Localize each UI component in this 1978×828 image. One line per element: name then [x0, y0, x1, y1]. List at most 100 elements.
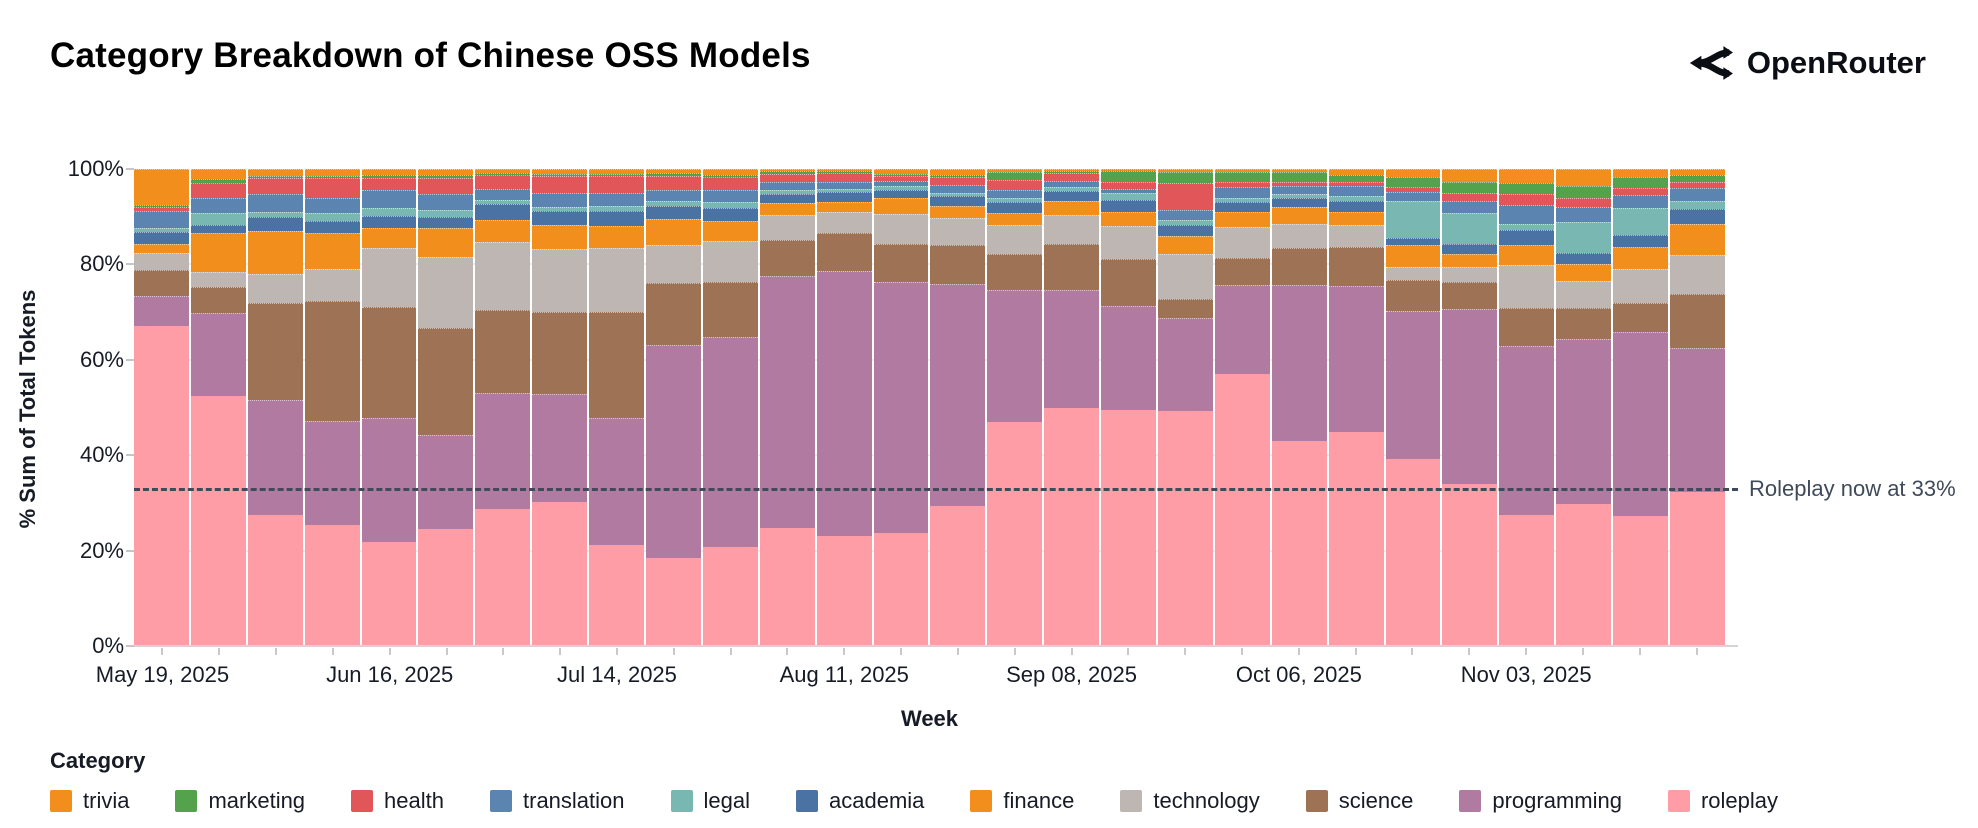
health-segment[interactable] [1556, 198, 1612, 207]
roleplay-segment[interactable] [475, 508, 531, 646]
legal-segment[interactable] [1214, 198, 1270, 203]
marketing-segment[interactable] [475, 173, 531, 176]
roleplay-segment[interactable] [304, 524, 360, 646]
roleplay-segment[interactable] [1613, 515, 1669, 646]
legal-segment[interactable] [1328, 195, 1384, 201]
technology-segment[interactable] [1613, 269, 1669, 304]
legal-segment[interactable] [532, 206, 588, 212]
science-segment[interactable] [475, 310, 531, 393]
trivia-segment[interactable] [475, 168, 531, 174]
science-segment[interactable] [1556, 307, 1612, 340]
health-segment[interactable] [190, 182, 246, 198]
programming-segment[interactable] [873, 282, 929, 534]
roleplay-segment[interactable] [247, 515, 303, 646]
legal-segment[interactable] [304, 212, 360, 221]
health-segment[interactable] [1670, 181, 1725, 189]
marketing-segment[interactable] [1442, 181, 1498, 194]
technology-segment[interactable] [1670, 255, 1725, 294]
roleplay-segment[interactable] [1670, 491, 1725, 646]
health-segment[interactable] [759, 173, 815, 183]
academia-segment[interactable] [190, 225, 246, 234]
translation-segment[interactable] [1271, 185, 1327, 194]
health-segment[interactable] [361, 177, 417, 191]
technology-segment[interactable] [134, 253, 189, 271]
finance-segment[interactable] [1670, 224, 1725, 256]
marketing-segment[interactable] [702, 174, 758, 178]
finance-segment[interactable] [247, 231, 303, 275]
trivia-segment[interactable] [1442, 169, 1498, 182]
legal-segment[interactable] [589, 206, 645, 212]
translation-segment[interactable] [646, 189, 701, 201]
finance-segment[interactable] [1385, 245, 1441, 268]
programming-segment[interactable] [1556, 339, 1612, 504]
programming-segment[interactable] [190, 313, 246, 397]
academia-segment[interactable] [1670, 209, 1725, 224]
trivia-segment[interactable] [418, 169, 474, 175]
trivia-segment[interactable] [1613, 169, 1669, 177]
marketing-segment[interactable] [134, 205, 189, 207]
programming-segment[interactable] [1271, 285, 1327, 442]
science-segment[interactable] [987, 254, 1043, 291]
roleplay-segment[interactable] [930, 505, 986, 646]
trivia-segment[interactable] [134, 169, 189, 206]
finance-segment[interactable] [987, 212, 1043, 226]
academia-segment[interactable] [1101, 199, 1157, 212]
roleplay-segment[interactable] [702, 546, 758, 646]
technology-segment[interactable] [1385, 267, 1441, 280]
science-segment[interactable] [1044, 243, 1100, 290]
marketing-segment[interactable] [646, 173, 701, 176]
science-segment[interactable] [873, 244, 929, 283]
science-segment[interactable] [1101, 258, 1157, 307]
trivia-segment[interactable] [987, 168, 1043, 173]
translation-segment[interactable] [1499, 204, 1555, 225]
finance-segment[interactable] [873, 198, 929, 214]
science-segment[interactable] [1271, 247, 1327, 286]
translation-segment[interactable] [702, 190, 758, 203]
health-segment[interactable] [1271, 181, 1327, 186]
trivia-segment[interactable] [1385, 169, 1441, 178]
health-segment[interactable] [1328, 182, 1384, 187]
trivia-segment[interactable] [1499, 169, 1555, 184]
health-segment[interactable] [1385, 187, 1441, 193]
marketing-segment[interactable] [987, 172, 1043, 181]
marketing-segment[interactable] [873, 173, 929, 176]
technology-segment[interactable] [702, 241, 758, 283]
finance-segment[interactable] [304, 233, 360, 270]
programming-segment[interactable] [1670, 348, 1725, 492]
legal-segment[interactable] [873, 185, 929, 191]
programming-segment[interactable] [589, 418, 645, 546]
legal-segment[interactable] [1442, 212, 1498, 245]
academia-segment[interactable] [1158, 225, 1213, 236]
health-segment[interactable] [816, 173, 872, 183]
academia-segment[interactable] [873, 190, 929, 199]
programming-segment[interactable] [1214, 285, 1270, 375]
legal-segment[interactable] [702, 202, 758, 208]
roleplay-segment[interactable] [759, 527, 815, 646]
translation-segment[interactable] [1613, 195, 1669, 208]
translation-segment[interactable] [987, 189, 1043, 198]
roleplay-segment[interactable] [646, 558, 701, 646]
marketing-segment[interactable] [816, 171, 872, 174]
translation-segment[interactable] [589, 192, 645, 207]
programming-segment[interactable] [816, 271, 872, 536]
programming-segment[interactable] [1442, 308, 1498, 484]
finance-segment[interactable] [361, 228, 417, 248]
academia-segment[interactable] [361, 215, 417, 229]
health-segment[interactable] [589, 176, 645, 193]
finance-segment[interactable] [475, 219, 531, 242]
finance-segment[interactable] [532, 224, 588, 249]
academia-segment[interactable] [816, 192, 872, 203]
science-segment[interactable] [646, 282, 701, 346]
marketing-segment[interactable] [1499, 183, 1555, 195]
academia-segment[interactable] [475, 204, 531, 220]
legal-segment[interactable] [134, 227, 189, 233]
health-segment[interactable] [475, 175, 531, 190]
academia-segment[interactable] [589, 211, 645, 226]
health-segment[interactable] [247, 177, 303, 195]
health-segment[interactable] [1442, 193, 1498, 201]
translation-segment[interactable] [1328, 186, 1384, 196]
science-segment[interactable] [134, 270, 189, 296]
roleplay-segment[interactable] [418, 528, 474, 646]
finance-segment[interactable] [1101, 211, 1157, 226]
marketing-segment[interactable] [1556, 186, 1612, 199]
